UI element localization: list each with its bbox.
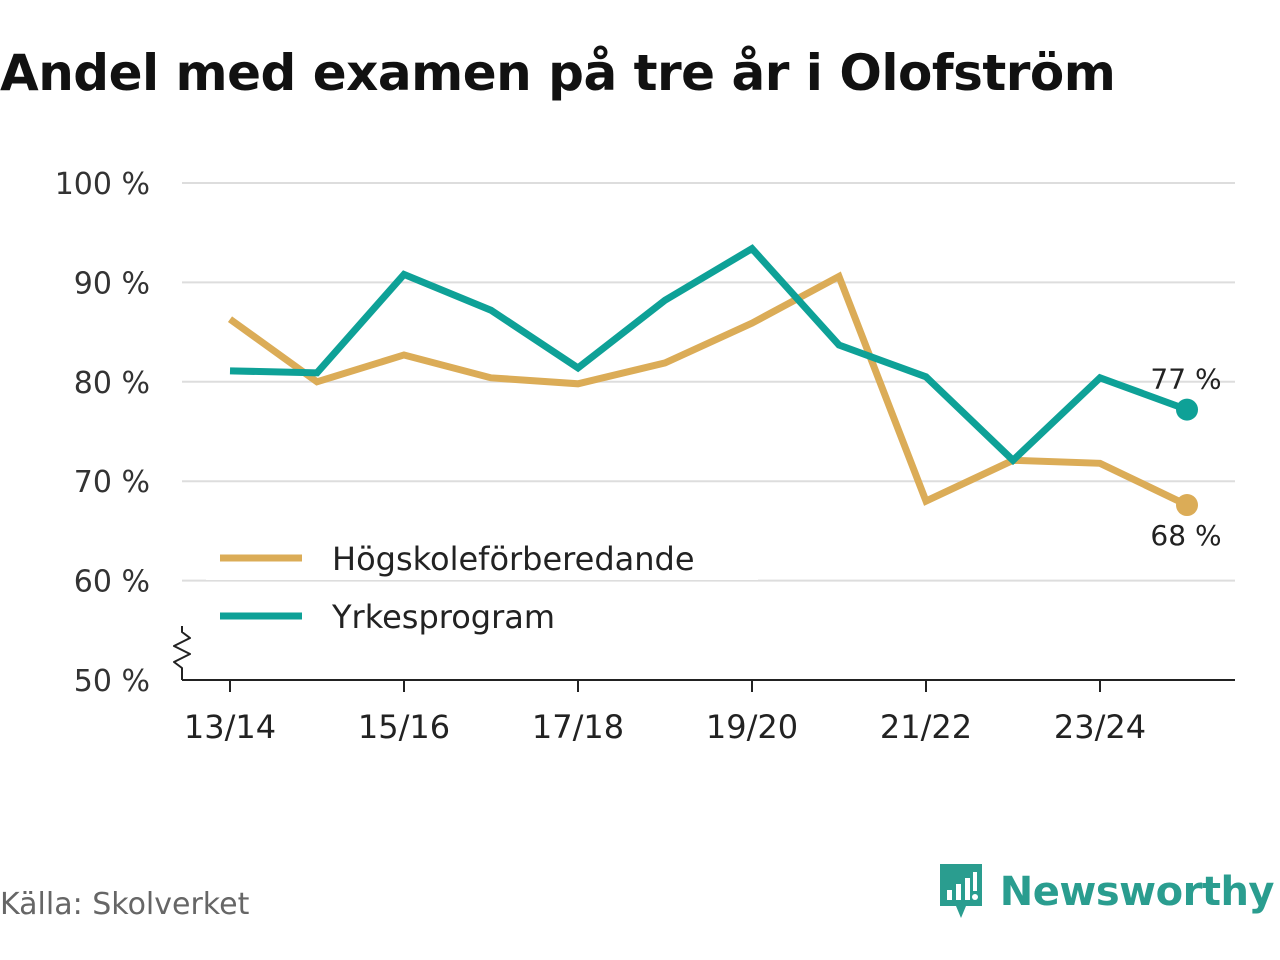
- brand-logo: Newsworthy: [936, 862, 1275, 922]
- newsworthy-logo-icon: [939, 864, 982, 918]
- y-tick-label: 90 %: [74, 266, 150, 301]
- x-axis: 13/14 15/16 17/18 19/20 21/22 23/24: [173, 626, 1235, 746]
- y-tick-label: 60 %: [74, 565, 150, 600]
- end-labels: 68 % 77 %: [1150, 363, 1221, 552]
- legend: Högskoleförberedande Yrkesprogram: [206, 532, 758, 636]
- x-tick-label: 17/18: [532, 708, 624, 746]
- series-line-yrkesprogram: [229, 244, 1189, 466]
- y-tick-label: 70 %: [74, 465, 150, 500]
- brand-name: Newsworthy: [999, 869, 1275, 915]
- x-tick-label: 15/16: [358, 708, 450, 746]
- end-point: [1176, 494, 1198, 517]
- y-tick-label: 80 %: [74, 366, 150, 401]
- y-tick-label: 100 %: [55, 167, 150, 202]
- gridlines: [182, 182, 1235, 582]
- source-note: Källa: Skolverket: [0, 887, 250, 922]
- y-axis: 50 % 60 % 70 % 80 % 90 % 100 %: [55, 167, 150, 699]
- end-value-label: 77 %: [1150, 363, 1221, 396]
- series-line-hogskoleforberedande: [227, 271, 1189, 509]
- series-lines: [227, 244, 1198, 517]
- axis-break-icon: [173, 626, 191, 680]
- x-tick-label: 21/22: [880, 708, 972, 746]
- end-value-label: 68 %: [1150, 519, 1221, 552]
- legend-label: Högskoleförberedande: [332, 540, 695, 578]
- x-tick-label: 19/20: [706, 708, 798, 746]
- y-tick-label: 50 %: [74, 664, 150, 699]
- line-chart: 50 % 60 % 70 % 80 % 90 % 100 % 13/14 15/16 17/1…: [55, 167, 1235, 746]
- end-point: [1176, 398, 1198, 421]
- legend-label: Yrkesprogram: [331, 598, 555, 636]
- x-tick-label: 23/24: [1054, 708, 1146, 746]
- x-tick-label: 13/14: [184, 708, 276, 746]
- chart-title: Andel med examen på tre år i Olofström: [0, 44, 1116, 102]
